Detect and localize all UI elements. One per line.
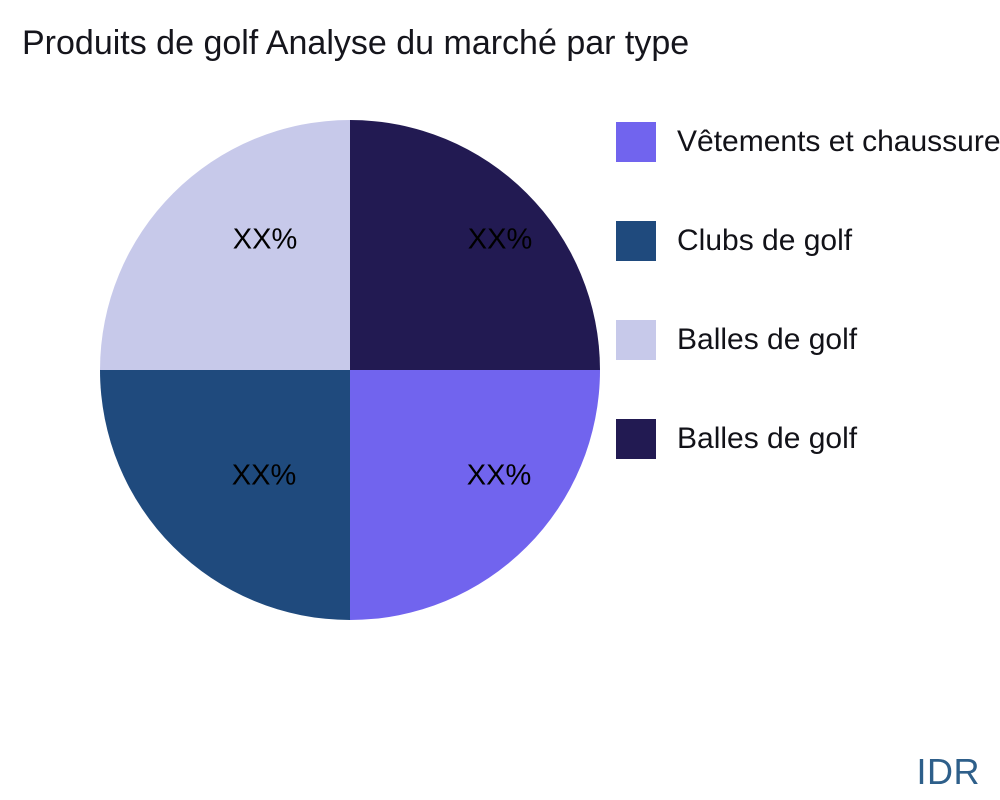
legend-item-clubs: Clubs de golf: [616, 221, 1000, 261]
legend-item-vetements: Vêtements et chaussures: [616, 122, 1000, 162]
pie-slice-top-left: [100, 120, 350, 370]
legend-label-balles-1: Balles de golf: [677, 323, 858, 356]
pie-slice-top-right: [350, 120, 600, 370]
legend-swatch-clubs: [616, 221, 656, 261]
slice-value-label-top-right: XX%: [467, 223, 533, 256]
pie-chart: [100, 120, 600, 620]
pie-slice-bottom-right: [350, 370, 600, 620]
slice-value-label-top-left: XX%: [232, 223, 298, 256]
slice-value-label-bottom-right: XX%: [466, 459, 532, 492]
legend-swatch-balles-1: [616, 320, 656, 360]
pie-slice-bottom-left: [100, 370, 350, 620]
legend-label-balles-2: Balles de golf: [677, 422, 858, 455]
legend-item-balles-1: Balles de golf: [616, 320, 1000, 360]
legend-label-clubs: Clubs de golf: [677, 224, 853, 257]
legend-item-balles-2: Balles de golf: [616, 419, 1000, 459]
legend-swatch-vetements: [616, 122, 656, 162]
legend-swatch-balles-2: [616, 419, 656, 459]
legend-label-vetements: Vêtements et chaussures: [677, 125, 1000, 158]
slice-value-label-bottom-left: XX%: [231, 459, 297, 492]
branding-watermark: IDR: [916, 751, 980, 792]
legend: Vêtements et chaussures Clubs de golf Ba…: [616, 122, 1000, 518]
chart-title: Produits de golf Analyse du marché par t…: [22, 24, 690, 62]
